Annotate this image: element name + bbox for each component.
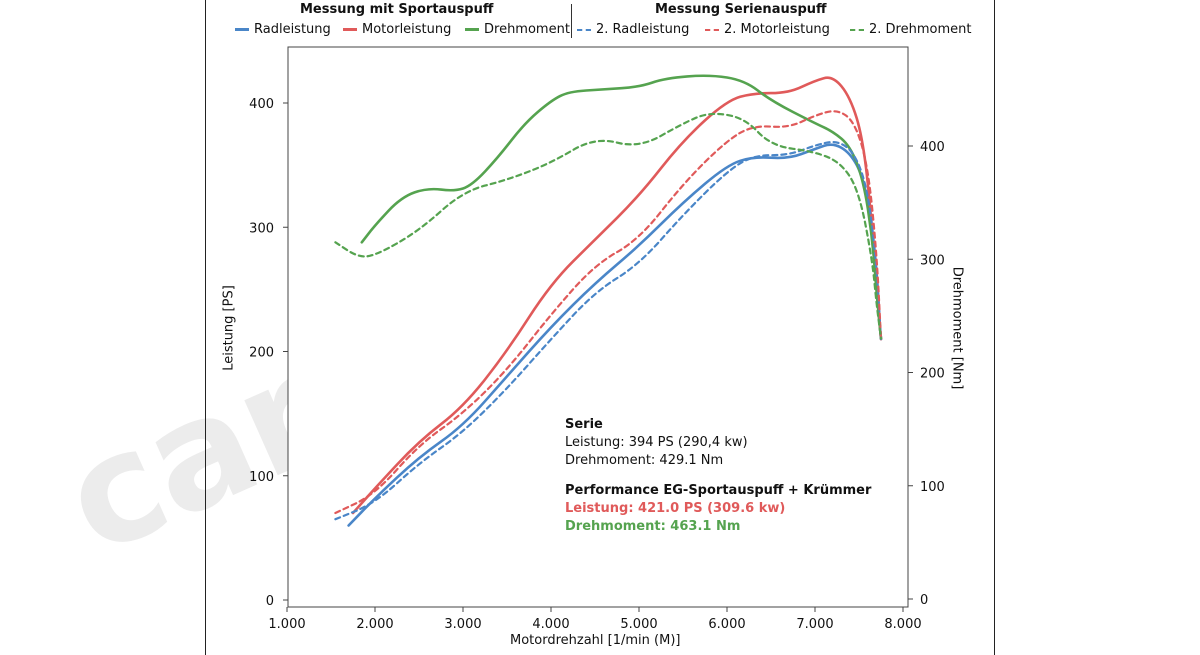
annotation-serie-power: Leistung: 394 PS (290,4 kw) xyxy=(565,435,748,450)
x-tick-label: 2.000 xyxy=(356,617,393,632)
annotation-serie-torque: Drehmoment: 429.1 Nm xyxy=(565,453,724,468)
y-tick-label: 100 xyxy=(249,470,274,485)
legend-item-radleistung: Radleistung xyxy=(235,22,331,37)
legend-item-2-radleistung: 2. Radleistung xyxy=(577,22,689,37)
legend-swatch-red-dashed-icon xyxy=(705,28,719,31)
x-tick-label: 4.000 xyxy=(532,617,569,632)
series-line-2-drehmoment xyxy=(334,112,883,340)
annotation-serie-title: Serie xyxy=(565,417,603,432)
legend-divider xyxy=(571,4,572,38)
y-tick-label: 400 xyxy=(249,97,274,112)
chart-legend: Messung mit Sportauspuff Messung Seriena… xyxy=(205,0,995,44)
y-tick-label: 200 xyxy=(249,346,274,361)
y2-axis-title: Drehmoment [Nm] xyxy=(949,266,965,390)
annotation-perf-power: Leistung: 421.0 PS (309.6 kw) xyxy=(565,501,786,516)
y-tick-label: 300 xyxy=(249,221,274,236)
x-tick-label: 8.000 xyxy=(884,617,921,632)
annotation-perf-title: Performance EG-Sportauspuff + Krümmer xyxy=(565,483,872,498)
legend-item-drehmoment: Drehmoment xyxy=(465,22,570,37)
legend-swatch-blue-icon xyxy=(235,28,249,31)
y2-tick-label: 200 xyxy=(920,367,945,382)
legend-swatch-blue-dashed-icon xyxy=(577,28,591,31)
series-line-drehmoment xyxy=(360,74,883,340)
annotation-perf-torque: Drehmoment: 463.1 Nm xyxy=(565,519,741,534)
y-axis-title: Leistung [PS] xyxy=(221,285,237,371)
frame-right-border xyxy=(994,0,995,655)
x-tick-label: 1.000 xyxy=(268,617,305,632)
x-tick-label: 5.000 xyxy=(620,617,657,632)
y2-tick-label: 100 xyxy=(920,480,945,495)
y2-tick-label: 0 xyxy=(920,593,928,608)
legend-group-serie-title: Messung Serienauspuff xyxy=(655,2,827,17)
series-line-2-motorleistung xyxy=(334,110,883,515)
legend-item-motorleistung: Motorleistung xyxy=(343,22,451,37)
legend-swatch-green-icon xyxy=(465,28,479,31)
x-tick-label: 7.000 xyxy=(796,617,833,632)
y-tick-label: 0 xyxy=(266,594,274,609)
plot-area xyxy=(287,46,909,608)
series-line-motorleistung xyxy=(351,76,883,515)
legend-swatch-green-dashed-icon xyxy=(850,28,864,31)
x-axis-title: Motordrehzahl [1/min (M)] xyxy=(510,633,681,648)
y2-tick-label: 300 xyxy=(920,253,945,268)
legend-item-2-motorleistung: 2. Motorleistung xyxy=(705,22,830,37)
legend-group-sport-title: Messung mit Sportauspuff xyxy=(300,2,494,17)
annotation-box: Serie Leistung: 394 PS (290,4 kw) Drehmo… xyxy=(565,416,871,536)
y2-tick-label: 400 xyxy=(920,140,945,155)
x-tick-label: 3.000 xyxy=(444,617,481,632)
legend-swatch-red-icon xyxy=(343,28,357,31)
series-line-2-radleistung xyxy=(334,140,883,521)
frame-left-border xyxy=(205,0,206,655)
x-tick-label: 6.000 xyxy=(708,617,745,632)
legend-item-2-drehmoment: 2. Drehmoment xyxy=(850,22,971,37)
